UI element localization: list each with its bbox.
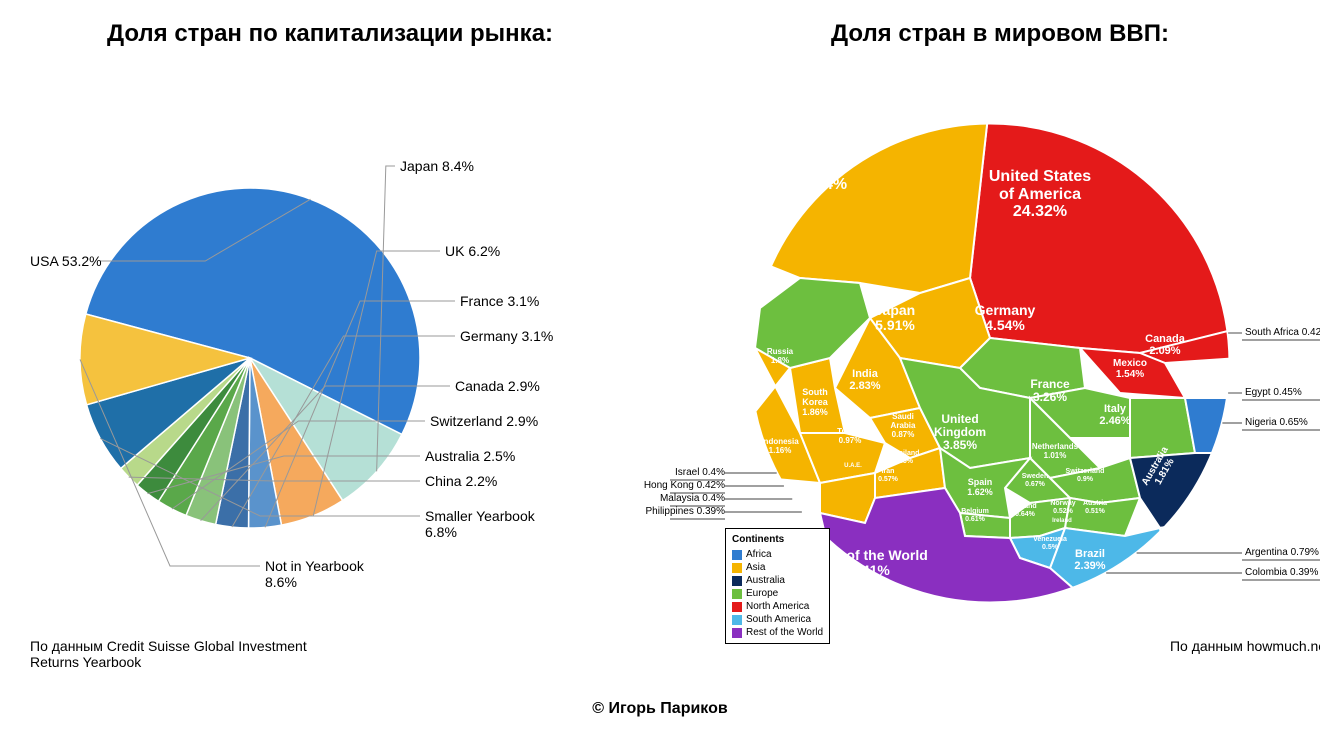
gdp-panel: Доля стран в мировом ВВП: United Stateso… bbox=[670, 20, 1320, 670]
callout-colombia: Colombia 0.39% bbox=[1245, 567, 1318, 578]
legend-item-africa: Africa bbox=[732, 548, 823, 561]
legend-item-australia: Australia bbox=[732, 574, 823, 587]
legend-item-rest-of-the-world: Rest of the World bbox=[732, 626, 823, 639]
callout-south: South Africa 0.42% bbox=[1245, 327, 1320, 338]
callout-hong: Hong Kong 0.42% bbox=[630, 480, 725, 491]
pie-chart-svg bbox=[30, 58, 630, 638]
pie-label-france: France 3.1% bbox=[460, 293, 539, 309]
callout-israel: Israel 0.4% bbox=[630, 467, 725, 478]
legend-item-asia: Asia bbox=[732, 561, 823, 574]
pie-label-switzerland: Switzerland 2.9% bbox=[430, 413, 538, 429]
author-credit: © Игорь Париков bbox=[592, 700, 727, 718]
left-chart: USA 53.2% Japan 8.4% UK 6.2% France 3.1% Ger… bbox=[30, 58, 630, 638]
pie-label-uk: UK 6.2% bbox=[445, 243, 500, 259]
callout-malaysia: Malaysia 0.4% bbox=[630, 493, 725, 504]
market-cap-panel: Доля стран по капитализации рынка: USA 5… bbox=[30, 20, 630, 670]
pie-label-smaller-yearbook: Smaller Yearbook6.8% bbox=[425, 508, 535, 540]
pie-label-japan: Japan 8.4% bbox=[400, 158, 474, 174]
pie-label-usa: USA 53.2% bbox=[30, 253, 102, 269]
right-chart: United Statesof America24.32%China14.84%… bbox=[670, 58, 1320, 638]
callout-egypt: Egypt 0.45% bbox=[1245, 387, 1302, 398]
pie-label-germany: Germany 3.1% bbox=[460, 328, 553, 344]
pie-label-australia: Australia 2.5% bbox=[425, 448, 515, 464]
continents-legend: Continents AfricaAsiaAustraliaEuropeNorth… bbox=[725, 528, 830, 644]
callout-argentina: Argentina 0.79% bbox=[1245, 547, 1319, 558]
pie-label-canada: Canada 2.9% bbox=[455, 378, 540, 394]
callout-nigeria: Nigeria 0.65% bbox=[1245, 417, 1308, 428]
right-title: Доля стран в мировом ВВП: bbox=[670, 20, 1320, 48]
left-title: Доля стран по капитализации рынка: bbox=[30, 20, 630, 48]
legend-title: Continents bbox=[732, 533, 823, 546]
legend-item-south-america: South America bbox=[732, 613, 823, 626]
pie-label-not-in-yearbook: Not in Yearbook8.6% bbox=[265, 558, 364, 590]
pie-label-china: China 2.2% bbox=[425, 473, 497, 489]
callout-philippines: Philippines 0.39% bbox=[630, 506, 725, 517]
legend-item-north-america: North America bbox=[732, 600, 823, 613]
legend-item-europe: Europe bbox=[732, 587, 823, 600]
